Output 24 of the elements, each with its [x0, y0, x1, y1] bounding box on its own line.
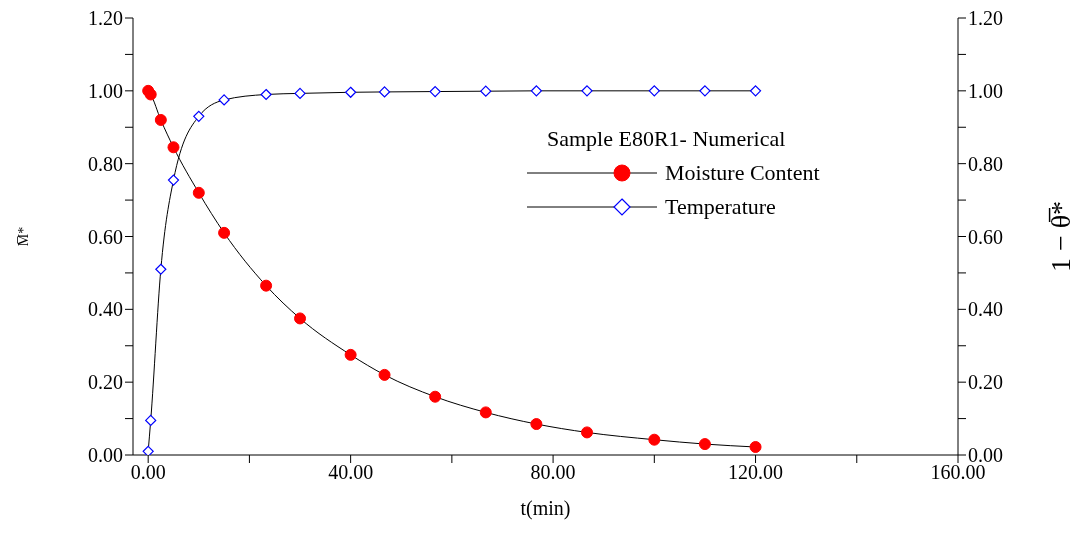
y2-tick-label: 1.00 [968, 79, 1003, 102]
y2-tick-label: 0.20 [968, 371, 1003, 394]
x-tick-label: 80.00 [530, 461, 576, 484]
x-tick-label: 0.00 [130, 461, 166, 484]
y-tick-label: 0.80 [88, 152, 123, 175]
y-tick-label: 0.40 [88, 298, 123, 321]
y2-axis-title: 1 − θ̅* [1044, 200, 1076, 273]
y-axis-title: M̅* [15, 226, 31, 247]
x-tick-label: 160.00 [930, 461, 986, 484]
x-tick-label: 40.00 [328, 461, 374, 484]
y-tick-label: 0.00 [88, 444, 123, 467]
y-tick-label: 1.20 [88, 7, 123, 30]
legend-label: Moisture Content [665, 160, 820, 186]
y2-tick-label: 0.40 [968, 298, 1003, 321]
y2-tick-label: 0.60 [968, 225, 1003, 248]
y-tick-label: 0.60 [88, 225, 123, 248]
x-axis-title: t(min) [520, 497, 571, 520]
y2-tick-label: 1.20 [968, 7, 1003, 30]
y-tick-label: 1.00 [88, 79, 123, 102]
y2-tick-label: 0.80 [968, 152, 1003, 175]
x-tick-label: 120.00 [728, 461, 784, 484]
legend-label: Temperature [665, 194, 776, 220]
y-tick-label: 0.20 [88, 371, 123, 394]
legend-title: Sample E80R1- Numerical [547, 126, 787, 152]
